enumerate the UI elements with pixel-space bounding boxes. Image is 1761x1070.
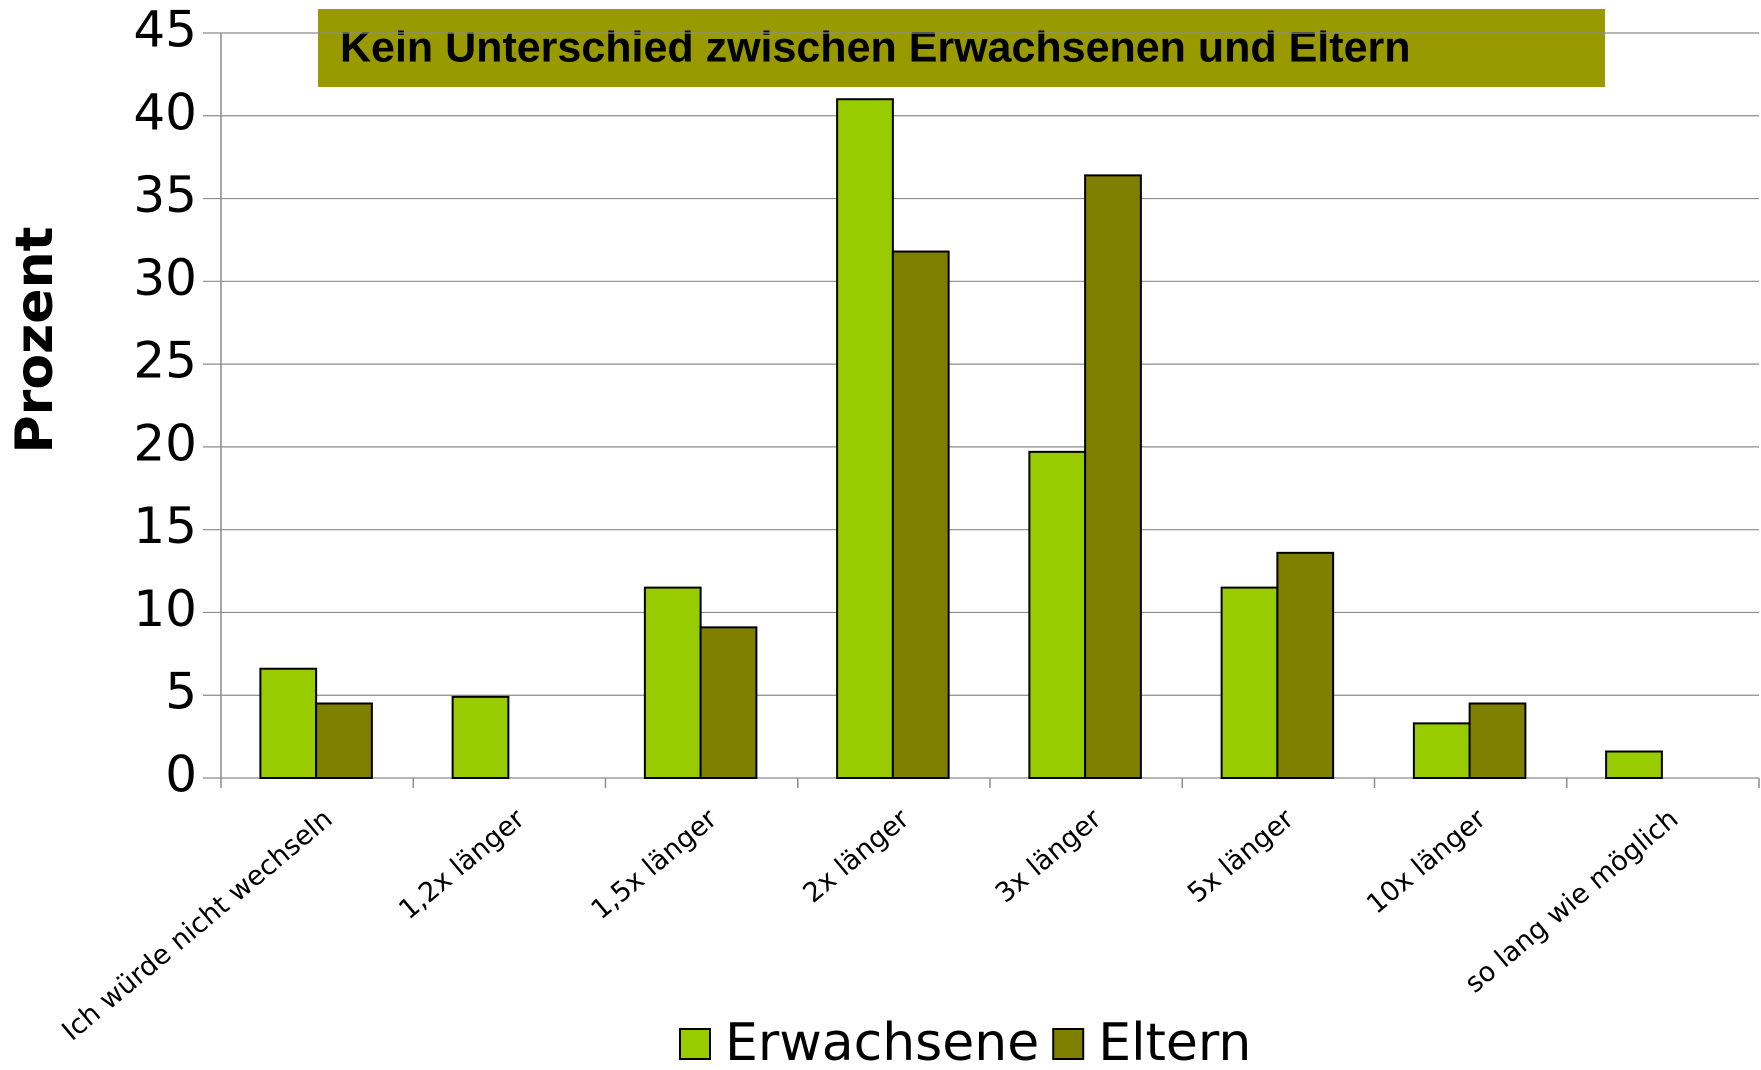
bar	[699, 626, 758, 779]
y-axis-label: Prozent	[5, 227, 65, 454]
bar	[451, 695, 510, 780]
x-tick-label: 10x länger	[1361, 803, 1493, 920]
bar	[315, 702, 373, 779]
y-tick-label: 5	[165, 663, 197, 721]
y-tick-label: 20	[133, 414, 197, 472]
legend-label: Eltern	[1098, 1013, 1251, 1070]
x-tick-label: 1,5x länger	[585, 803, 723, 926]
y-tick-label: 35	[133, 166, 197, 224]
y-tick-label: 0	[165, 746, 197, 804]
bar	[1605, 750, 1663, 779]
y-tick-label: 30	[133, 249, 197, 307]
y-tick-label: 25	[133, 332, 197, 390]
y-tick-label: 40	[133, 83, 197, 141]
x-tick-label: 1,2x länger	[393, 803, 531, 926]
y-tick-label: 10	[133, 580, 197, 638]
bar	[891, 250, 950, 780]
legend-swatch	[679, 1028, 711, 1060]
bar	[643, 586, 702, 779]
bar	[1412, 722, 1471, 779]
chart-title: Kein Unterschied zwischen Erwachsenen un…	[340, 23, 1411, 71]
bar	[836, 98, 894, 779]
x-tick-label: 2x länger	[797, 803, 915, 909]
y-tick-label: 15	[133, 497, 197, 555]
title-box	[318, 9, 1605, 87]
x-tick-label: 3x länger	[990, 803, 1108, 909]
bar	[259, 667, 318, 780]
legend-swatch	[1052, 1028, 1085, 1060]
y-tick-label: 45	[133, 1, 197, 59]
x-tick-label: 5x länger	[1182, 803, 1300, 909]
x-tick-label: Ich würde nicht wechseln	[56, 803, 338, 1047]
x-tick-label: so lang wie möglich	[1459, 803, 1684, 999]
bar	[1276, 551, 1335, 779]
bar	[1084, 174, 1142, 779]
bar	[1220, 586, 1279, 779]
legend-label: Erwachsene	[725, 1013, 1039, 1070]
bar	[1468, 702, 1527, 779]
bar	[1028, 450, 1087, 779]
